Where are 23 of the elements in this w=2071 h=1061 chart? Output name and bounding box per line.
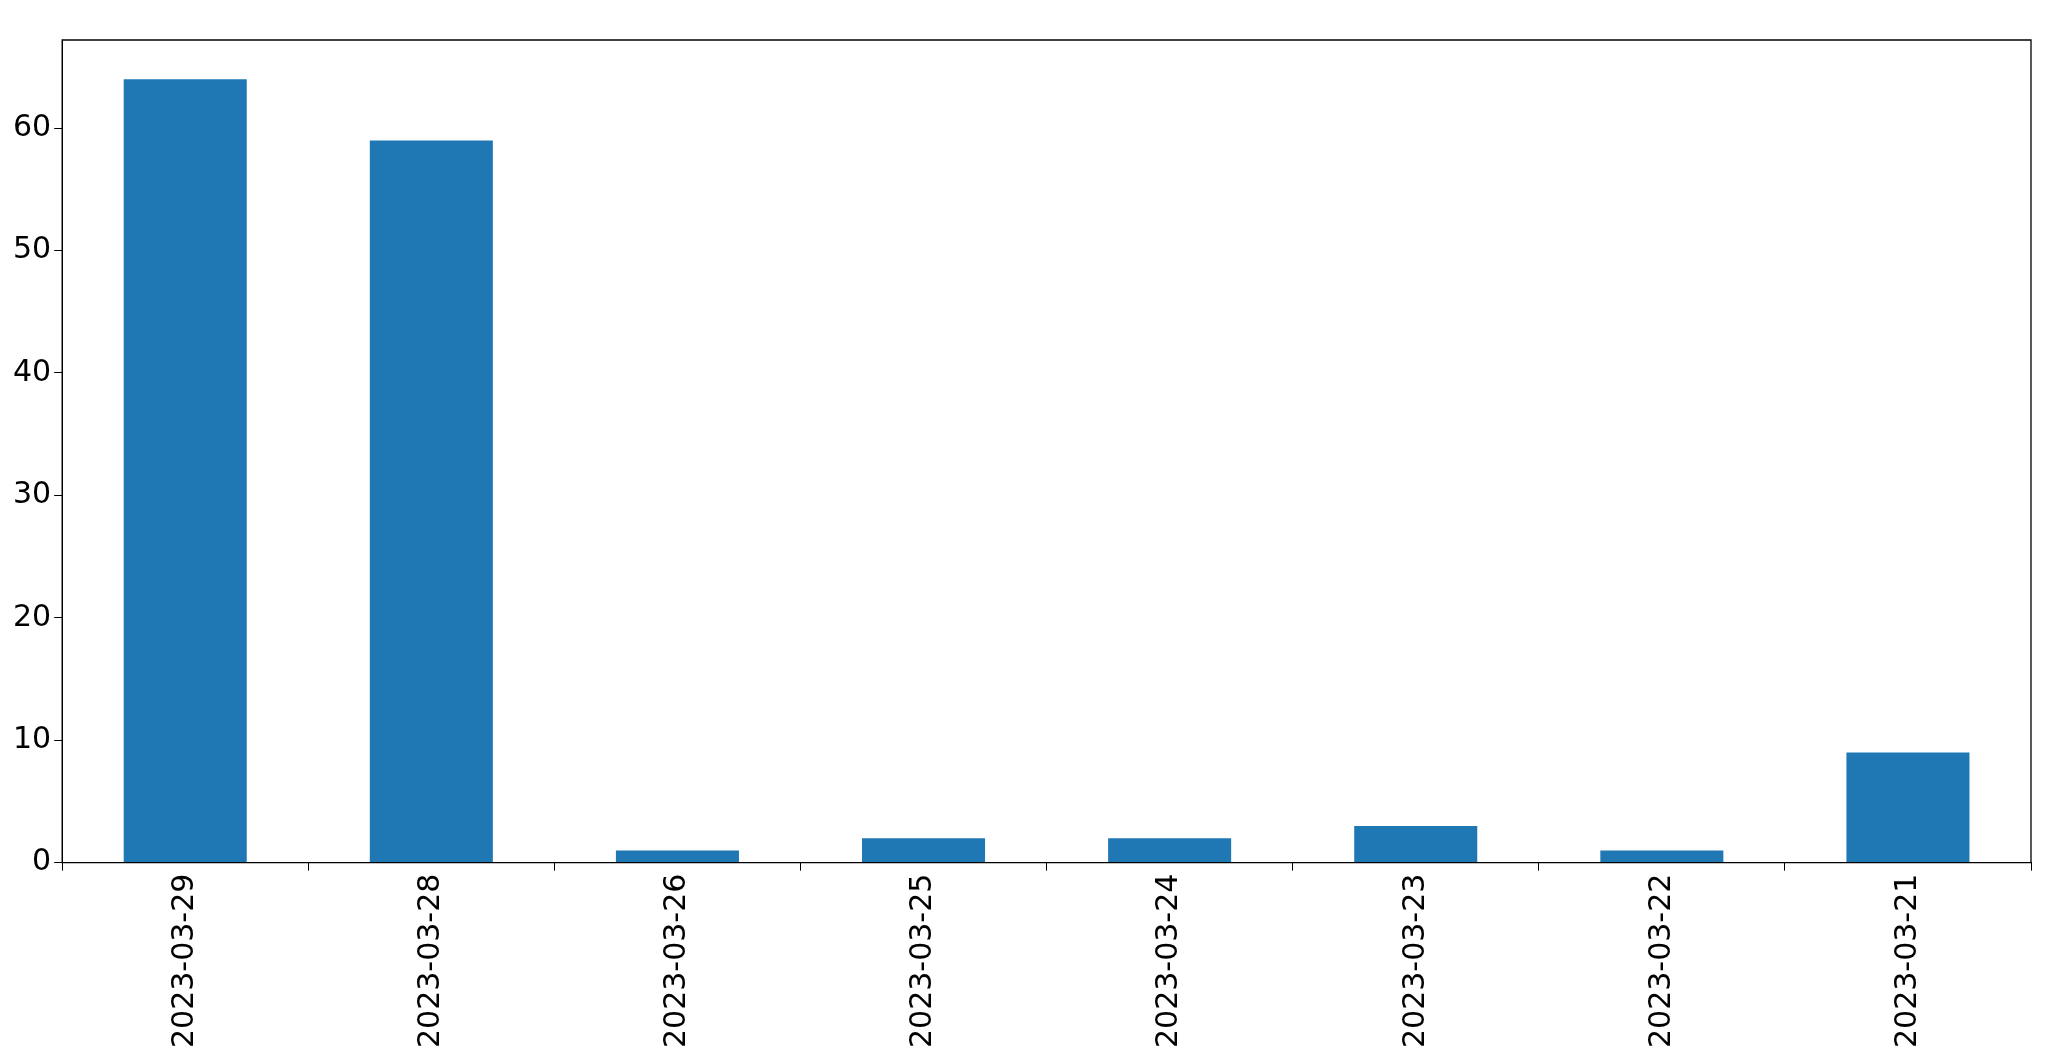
bar bbox=[615, 850, 739, 863]
y-tick-label: 20 bbox=[12, 597, 52, 633]
x-tick-label: 2023-03-26 bbox=[657, 873, 693, 1049]
x-tick-label: 2023-03-21 bbox=[1887, 873, 1923, 1049]
bar bbox=[862, 838, 986, 863]
y-tick-label: 60 bbox=[12, 107, 52, 143]
bar bbox=[1108, 838, 1232, 863]
bar bbox=[369, 140, 493, 863]
y-tick-label: 30 bbox=[12, 475, 52, 511]
bar bbox=[123, 79, 247, 863]
bar bbox=[1600, 850, 1724, 863]
y-tick-label: 40 bbox=[12, 352, 52, 388]
x-tick-label: 2023-03-23 bbox=[1395, 873, 1431, 1049]
bar bbox=[1846, 752, 1970, 863]
y-tick-label: 10 bbox=[12, 720, 52, 756]
x-tick-label: 2023-03-28 bbox=[411, 873, 447, 1049]
x-tick-label: 2023-03-24 bbox=[1149, 873, 1185, 1049]
y-tick-label: 50 bbox=[12, 230, 52, 266]
x-tick-label: 2023-03-22 bbox=[1641, 873, 1677, 1049]
bar bbox=[1354, 825, 1478, 863]
x-tick-label: 2023-03-25 bbox=[903, 873, 939, 1049]
x-tick-label: 2023-03-29 bbox=[165, 873, 201, 1049]
y-tick-label: 0 bbox=[32, 842, 52, 878]
